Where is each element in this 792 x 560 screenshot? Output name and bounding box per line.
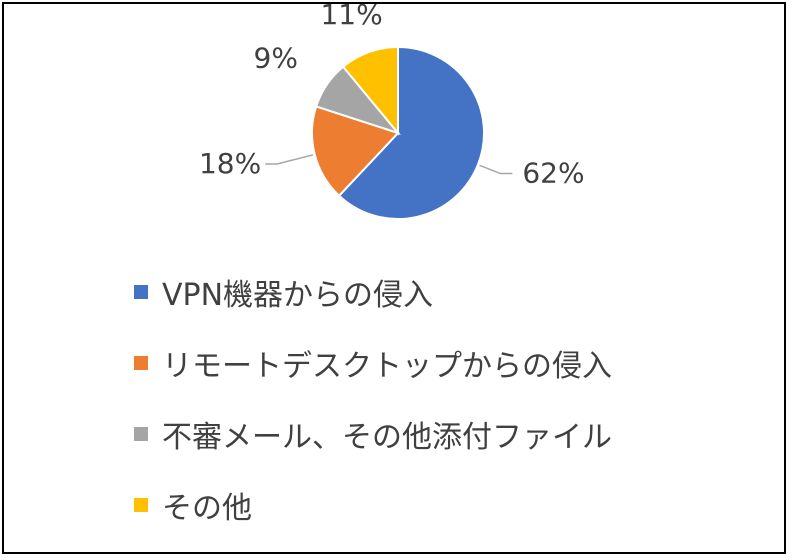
legend-swatch-remote-desktop: [134, 356, 148, 370]
pie-slice-remote-desktop: [311, 105, 400, 198]
data-label-other: 11%: [320, 4, 382, 31]
data-label-suspicious-mail: 9%: [254, 42, 298, 75]
legend-swatch-other: [134, 498, 148, 512]
legend-item-vpn: VPN機器からの侵入: [134, 274, 612, 313]
legend-item-other: その他: [134, 487, 612, 526]
data-label-vpn: 62%: [522, 157, 584, 190]
legend-label-vpn: VPN機器からの侵入: [162, 278, 434, 313]
pie-chart: 62% 18% 9% 11%: [199, 4, 585, 220]
leader-line-vpn: [479, 164, 513, 175]
legend-swatch-suspicious-mail: [134, 427, 148, 441]
legend-item-suspicious-mail: 不審メール、その他添付ファイル: [134, 416, 612, 455]
pie-slice-other: [341, 45, 399, 136]
legend-swatch-vpn: [134, 285, 148, 299]
pie-slice-vpn: [337, 45, 485, 220]
legend-label-suspicious-mail: 不審メール、その他添付ファイル: [162, 420, 612, 455]
legend-label-other: その他: [162, 491, 252, 526]
chart-frame: 62% 18% 9% 11% VPN機器からの侵入 リモートデスクトップからの侵入 不…: [2, 2, 786, 554]
legend-item-remote-desktop: リモートデスクトップからの侵入: [134, 345, 612, 384]
data-label-remote-desktop: 18%: [199, 147, 261, 180]
leader-line-remote-desktop: [265, 154, 314, 165]
legend: VPN機器からの侵入 リモートデスクトップからの侵入 不審メール、その他添付ファ…: [134, 274, 612, 558]
legend-label-remote-desktop: リモートデスクトップからの侵入: [162, 349, 612, 384]
